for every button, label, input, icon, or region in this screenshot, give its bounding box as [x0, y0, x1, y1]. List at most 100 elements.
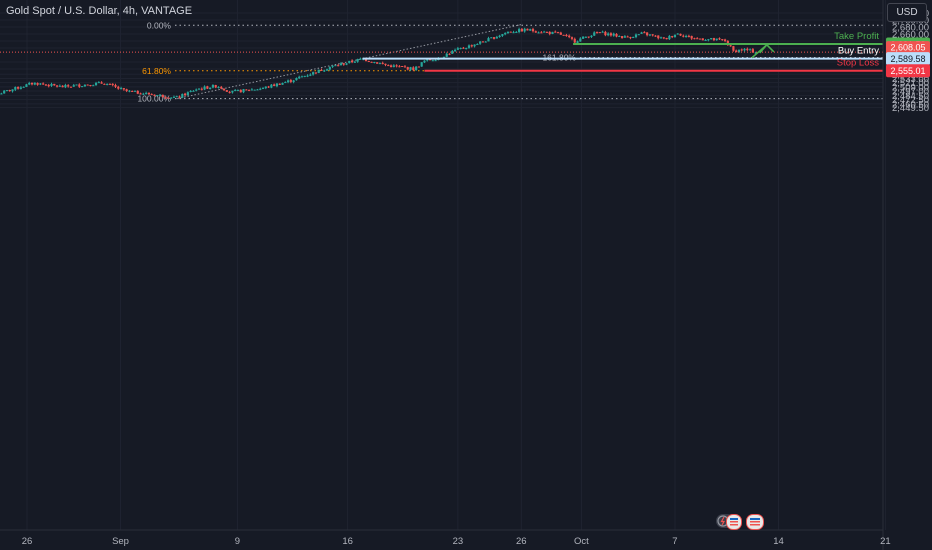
candle-body [467, 45, 471, 48]
candle-body [292, 80, 295, 83]
candle-body [339, 63, 343, 66]
candle-body [170, 97, 173, 99]
time-axis[interactable]: 26 Sep 9 16 23 26 Oct 7 14 21 [22, 536, 891, 547]
price-tick-label: 2,449.50 [892, 103, 929, 114]
candle-body [665, 37, 668, 40]
candle-body [643, 32, 646, 34]
candle-body [412, 67, 415, 71]
candle-body [156, 95, 159, 97]
time-tick-label: 26 [516, 536, 527, 547]
candle-body [97, 82, 100, 84]
candle-body [86, 84, 89, 86]
candle-body [222, 88, 226, 91]
candle-body [698, 38, 702, 40]
candle-body [737, 49, 741, 53]
price-tick-label: 2,472.50 [892, 95, 929, 106]
candle-body [509, 31, 512, 33]
candle-body [78, 84, 81, 87]
time-tick-label: 14 [773, 536, 784, 547]
candle-body [620, 36, 624, 38]
price-tick-label: 2,509.00 [892, 82, 929, 93]
time-tick-label: 9 [235, 536, 240, 547]
candle-body [612, 33, 615, 36]
candle-body [476, 44, 479, 46]
us-flag-icon[interactable] [726, 514, 742, 530]
candle-body [473, 44, 476, 47]
candle-body [395, 65, 398, 67]
candle-body [690, 35, 693, 39]
candle-body [420, 62, 423, 67]
candle-body [217, 86, 220, 88]
candle-body [183, 93, 187, 96]
price-tick-label: 2,660.00 [892, 30, 929, 41]
candle-body [462, 47, 465, 49]
candle-body [492, 37, 496, 39]
candle-body [648, 34, 652, 36]
buy-entry-label: Buy Entry [838, 46, 879, 57]
candle-body [267, 86, 270, 88]
candle-body [723, 39, 727, 41]
candle-body [548, 31, 551, 34]
candle-body [36, 82, 39, 85]
candle-body [721, 39, 724, 41]
candle-body [729, 45, 732, 47]
candle-body [172, 96, 176, 98]
candle-body [659, 37, 663, 39]
candle-body [117, 86, 120, 89]
candle-body [328, 67, 331, 70]
candle-body [225, 90, 228, 92]
candle-body [607, 33, 610, 36]
candle-body [306, 75, 309, 77]
candle-body [325, 69, 329, 71]
price-tick-label: 2,497.00 [892, 87, 929, 98]
candle-body [704, 39, 707, 41]
time-tick-label: 23 [453, 536, 464, 547]
candle-body [206, 86, 209, 89]
candle-body [186, 92, 189, 96]
candle-body [337, 65, 340, 67]
currency-button[interactable]: USD [887, 3, 927, 22]
candle-body [568, 35, 571, 38]
price-tick-label: 2,680.00 [892, 23, 929, 34]
candle-body [434, 60, 437, 62]
candle-body [604, 31, 607, 36]
candle-body [125, 89, 128, 92]
candle-body [133, 90, 137, 92]
candle-body [58, 85, 61, 87]
candle-body [11, 89, 14, 92]
candle-body [89, 85, 92, 87]
candle-body [94, 82, 98, 86]
candle-body [203, 86, 206, 90]
time-tick-label: 7 [672, 536, 677, 547]
candle-body [119, 88, 123, 90]
candle-body [136, 90, 139, 94]
candle-body [387, 65, 390, 67]
candle-body [234, 90, 237, 92]
candle-body [103, 83, 106, 85]
candle-body [5, 90, 9, 92]
arrow-head [759, 43, 775, 54]
chart-grid [0, 0, 886, 530]
candle-body [696, 38, 699, 40]
candle-body [490, 37, 493, 39]
candle-body [373, 61, 376, 63]
candle-body [100, 82, 103, 84]
candle-body [540, 32, 543, 34]
candle-body [710, 38, 713, 40]
candle-body [687, 35, 690, 37]
candle-body [426, 59, 429, 61]
candle-body [640, 32, 643, 34]
candle-body [481, 41, 485, 43]
candle-body [743, 48, 746, 51]
candle-body [122, 88, 125, 90]
candle-body [676, 33, 679, 35]
take-profit-label: Take Profit [834, 31, 879, 42]
candle-body [209, 87, 212, 90]
candle-body [598, 32, 601, 34]
candle-body [312, 72, 315, 75]
candle-body [195, 89, 198, 91]
us-event-icon[interactable] [746, 514, 764, 530]
candle-body [67, 85, 70, 87]
candle-body [423, 60, 426, 63]
